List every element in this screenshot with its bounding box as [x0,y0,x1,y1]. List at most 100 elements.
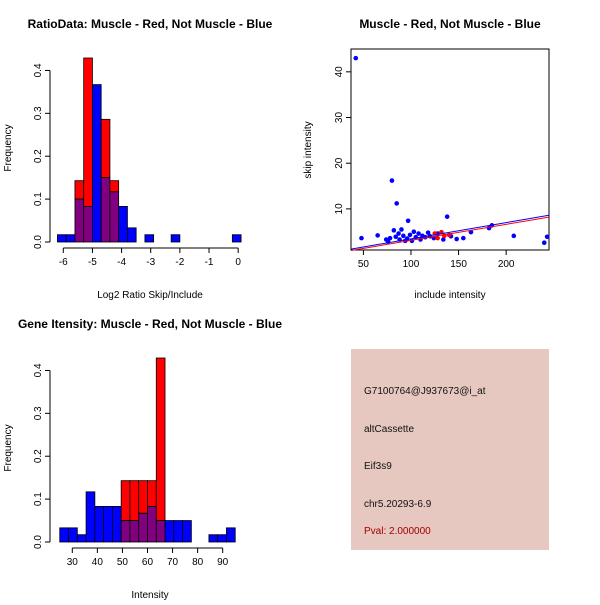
ratio-bar [83,57,93,207]
ratio-bar [92,84,102,243]
scatter-x-tick-label: 50 [358,259,370,270]
scatter-y-tick-label: 10 [334,203,345,215]
scatter-point-blue [544,234,550,240]
intensity-bar [112,506,122,543]
ratio-x-tick-label: -1 [205,257,214,268]
intensity-y-tick-label: 0.1 [33,492,44,506]
intensity-x-tick-label: 50 [117,557,129,568]
scatter-x-tick-label: 100 [403,259,420,270]
intensity-bar [173,520,183,543]
intensity-overlap-bar [120,520,131,543]
intensity-bar [155,357,166,521]
intensity-x-tick-label: 40 [92,557,104,568]
scatter-fit-line-red [350,216,550,251]
scatter-x-tick-label: 200 [498,259,515,270]
ratio-y-tick-label: 0.4 [33,63,44,77]
pval-text: Pval: 2.000000 [364,526,431,537]
scatter-point-blue [541,240,547,245]
scatter-xlabel: include intensity [414,290,485,301]
ratio-y-tick-label: 0.3 [33,106,44,120]
intensity-scatter: Muscle - Red, Not Muscle - Blue 50 100 150… [303,17,550,301]
ratio-bar [170,234,181,243]
ratio-y-tick-label: 0.2 [33,149,44,163]
ratio-bar [118,206,128,243]
scatter-point-blue [411,229,417,235]
ratio-bars [57,57,242,243]
scatter-point-blue [387,235,393,241]
ratio-y-tick-label: 0.1 [33,192,44,206]
scatter-ylabel: skip intensity [303,121,314,178]
intensity-overlap-bar [155,520,166,543]
intensity-x-tick-label: 90 [217,557,229,568]
intensity-overlap-bar [147,506,157,543]
ratio-ylabel: Frequency [3,124,14,171]
scatter-axes: 50 100 150 200 10 20 30 40 [334,66,515,270]
intensity-bar [147,480,157,507]
intensity-x-tick-label: 80 [192,557,204,568]
event-type: altCassette [364,424,415,435]
ratio-x-tick-label: -3 [146,257,155,268]
intensity-y-tick-label: 0.3 [33,406,44,420]
scatter-point-blue [416,231,421,236]
intensity-bar [120,480,131,521]
intensity-bar [208,534,219,543]
intensity-bar [85,491,96,543]
scatter-y-tick-label: 40 [334,66,345,78]
scatter-point-blue [454,236,459,242]
scatter-point-blue [393,234,399,240]
intensity-y-tick-label: 0.0 [33,535,44,549]
ratio-overlap-bar [74,198,85,243]
intensity-bar [59,527,69,543]
ratio-bar [74,180,85,200]
scatter-point-blue [405,218,411,224]
intensity-bar [138,480,148,514]
scatter-point-red [435,235,440,241]
intensity-xlabel: Intensity [131,590,168,600]
intensity-overlap-bar [138,512,148,543]
ratio-x-tick-label: -2 [175,257,184,268]
ratio-overlap-bar [109,191,120,243]
scatter-point-blue [396,231,401,236]
scatter-point-blue [399,227,404,232]
intensity-x-tick-label: 30 [67,557,79,568]
ratio-histogram-title: RatioData: Muscle - Red, Not Muscle - Bl… [28,17,273,31]
ratio-histogram: RatioData: Muscle - Red, Not Muscle - Bl… [3,17,273,301]
scatter-point-blue [461,235,466,241]
scatter-y-tick-label: 30 [334,112,345,124]
scatter-y-tick-label: 20 [334,157,345,169]
ratio-x-tick-label: 0 [235,257,241,268]
intensity-axes: 30 40 50 60 70 80 90 0.0 0.1 0.2 0.3 0.4 [33,363,229,568]
ratio-bar [109,180,120,193]
ratio-overlap-bar [83,206,93,243]
ratio-bar [57,234,67,243]
scatter-x-tick-label: 150 [450,259,467,270]
ratio-y-tick-label: 0.0 [33,235,44,249]
scatter-point-blue [468,229,474,235]
ratio-x-tick-label: -5 [88,257,97,268]
scatter-point-blue [407,232,413,238]
scatter-point-blue [441,237,446,242]
scatter-point-blue [401,233,406,239]
intensity-bars [59,357,236,543]
scatter-fit-line-blue [350,214,550,250]
intensity-bar [103,506,113,543]
scatter-point-blue [359,235,364,241]
scatter-point-blue [353,55,359,61]
ratio-overlap-bar [100,177,111,243]
ratio-bar [231,234,242,243]
intensity-y-tick-label: 0.2 [33,449,44,463]
gene-name: Eif3s9 [364,461,392,472]
ratio-x-tick-label: -6 [59,257,68,268]
intensity-bar [217,534,227,543]
intensity-x-tick-label: 70 [167,557,179,568]
scatter-point-blue [375,233,380,238]
probe-info-panel: G7100764@J937673@i_at altCassette Eif3s9… [351,349,549,550]
intensity-bar [94,506,105,543]
probe-id: G7100764@J937673@i_at [364,386,486,397]
ratio-bar [65,234,76,243]
intensity-bar [129,480,140,521]
ratio-x-tick-label: -4 [117,257,126,268]
scatter-point-blue [444,214,450,219]
scatter-point-blue [389,178,395,183]
intensity-bar [226,527,236,543]
